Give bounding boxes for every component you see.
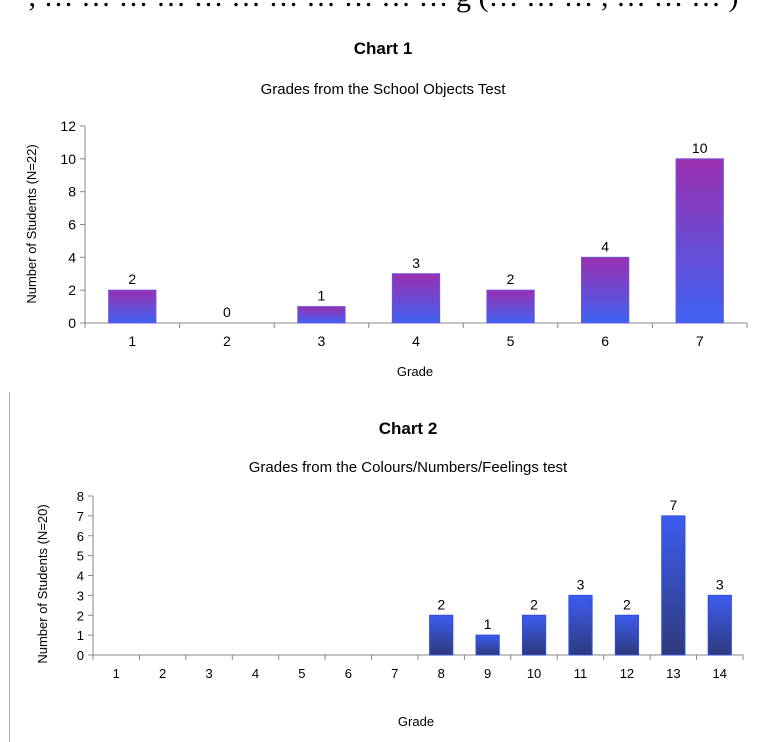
chart-1-data-label-2: 0 [223,304,231,320]
chart-2-data-label-14: 3 [716,576,724,592]
page-top-text-fragment: , … … … … … … … … … … … g (… … … , … … …… [0,0,767,14]
chart-2-y-tick-label: 4 [77,569,84,584]
chart-2-x-tick-label-9: 9 [484,666,491,681]
chart-1-bar-5 [486,289,535,324]
chart-2: Chart 2 Grades from the Colours/Numbers/… [35,419,744,729]
chart-2-data-label-12: 2 [623,596,631,612]
chart-1-x-tick-label-2: 2 [223,333,231,349]
chart-2-y-tick-label: 1 [77,628,84,643]
chart-1-bar-7 [675,158,724,324]
chart-2-x-tick-label-7: 7 [391,666,398,681]
chart-2-x-tick-label-11: 11 [574,666,588,681]
chart-2-bar-12 [614,614,640,656]
chart-2-data-label-10: 2 [530,596,538,612]
chart-2-y-tick-label: 7 [77,509,84,524]
chart-2-data-label-11: 3 [577,576,585,592]
chart-2-x-tick-label-6: 6 [345,666,352,681]
chart-2-x-tick-label-4: 4 [252,666,259,681]
chart-1-y-tick-label: 8 [68,184,76,200]
chart-1-y-tick-label: 12 [60,118,76,134]
chart-2-x-axis-label: Grade [398,714,434,729]
chart-2-bar-10 [521,614,547,656]
chart-2-subtitle: Grades from the Colours/Numbers/Feelings… [249,459,568,476]
chart-2-y-tick-label: 8 [77,489,84,504]
chart-1: Chart 1 Grades from the School Objects T… [24,39,748,379]
chart-2-y-tick-label: 0 [77,648,84,663]
chart-2-y-tick-label: 3 [77,588,84,603]
chart-2-bar-9 [475,634,500,656]
chart-2-x-tick-label-10: 10 [527,666,541,681]
chart-2-data-label-9: 1 [484,616,492,632]
chart-1-data-label-7: 10 [692,140,708,156]
chart-2-x-tick-label-3: 3 [205,666,212,681]
chart-1-bar-6 [581,256,630,324]
chart-1-bar-4 [391,273,441,324]
chart-1-y-tick-label: 6 [68,217,76,233]
chart-1-x-tick-label-6: 6 [601,333,609,349]
chart-1-x-tick-label-3: 3 [318,333,326,349]
chart-1-x-tick-label-7: 7 [696,333,704,349]
chart-1-y-tick-label: 2 [68,282,76,298]
chart-2-x-tick-label-13: 13 [666,666,680,681]
chart-2-x-tick-label-2: 2 [159,666,166,681]
chart-1-x-tick-label-4: 4 [412,333,420,349]
chart-2-y-tick-label: 5 [77,549,84,564]
chart-1-x-axis-label: Grade [397,364,433,379]
chart-2-title: Chart 2 [379,419,438,438]
chart-1-y-tick-label: 4 [68,249,76,265]
chart-1-data-label-3: 1 [318,288,326,304]
chart-1-title: Chart 1 [354,39,413,58]
chart-2-bar-8 [429,614,454,656]
chart-1-x-tick-label-1: 1 [128,333,136,349]
chart-1-data-label-6: 4 [601,238,609,254]
chart-2-bar-14 [707,594,732,656]
chart-2-y-axis-label: Number of Students (N=20) [35,504,50,663]
chart-1-x-tick-label-5: 5 [507,333,515,349]
chart-2-data-label-8: 2 [437,596,445,612]
chart-1-subtitle: Grades from the School Objects Test [261,81,507,98]
chart-2-bar-11 [568,594,593,656]
chart-2-x-tick-label-14: 14 [713,666,727,681]
chart-1-data-label-1: 2 [128,271,136,287]
chart-2-x-tick-label-5: 5 [298,666,305,681]
chart-1-y-tick-label: 10 [60,151,76,167]
chart-2-x-tick-label-1: 1 [113,666,120,681]
chart-1-y-axis-label: Number of Students (N=22) [24,144,39,303]
left-margin-rule [9,392,10,742]
chart-2-y-tick-label: 6 [77,529,84,544]
chart-2-x-tick-label-8: 8 [438,666,445,681]
chart-1-bar-3 [297,306,346,324]
chart-2-y-tick-label: 2 [77,608,84,623]
chart-1-y-tick-label: 0 [68,315,76,331]
chart-2-bar-13 [661,515,686,656]
chart-1-data-label-4: 3 [412,255,420,271]
chart-1-data-label-5: 2 [507,271,515,287]
chart-2-data-label-13: 7 [669,497,677,513]
chart-2-x-tick-label-12: 12 [620,666,634,681]
chart-1-bar-1 [108,289,157,324]
